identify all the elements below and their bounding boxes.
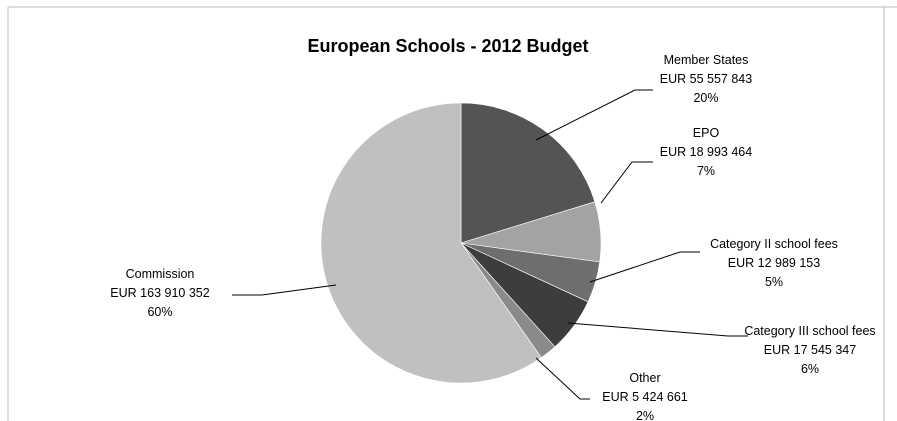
slice-label-percent: 7% (697, 164, 715, 178)
slice-label-amount: EUR 12 989 153 (728, 256, 820, 270)
slice-label-percent: 60% (147, 305, 172, 319)
leader-line (232, 284, 337, 296)
chart-title: European Schools - 2012 Budget (307, 36, 588, 56)
slice-label-amount: EUR 18 993 464 (660, 145, 752, 159)
slice-label-name: Member States (664, 53, 749, 67)
slice-label-name: EPO (693, 126, 720, 140)
pie-slice-member-states (460, 102, 596, 244)
pie-slice-commission (320, 102, 542, 384)
slice-label-percent: 6% (801, 362, 819, 376)
slice-label-amount: EUR 55 557 843 (660, 72, 752, 86)
slice-label-name: Category II school fees (710, 237, 838, 251)
leader-line (535, 89, 653, 141)
leader-line (535, 357, 590, 400)
slice-label-percent: 2% (636, 409, 654, 421)
slice-label-name: Category III school fees (744, 324, 875, 338)
slice-label-amount: EUR 163 910 352 (110, 286, 209, 300)
slice-label-percent: 20% (693, 91, 718, 105)
leader-line (567, 322, 748, 337)
slice-label-amount: EUR 17 545 347 (764, 343, 856, 357)
leader-lines (232, 89, 748, 400)
leader-line (589, 251, 700, 283)
slice-labels: Member States EUR 55 557 843 20% EPO EUR 18 … (110, 53, 875, 421)
slice-label-name: Commission (126, 267, 195, 281)
pie-slices (320, 102, 602, 384)
leader-line (600, 161, 653, 204)
slice-label-percent: 5% (765, 275, 783, 289)
slice-label-amount: EUR 5 424 661 (602, 390, 688, 404)
slice-label-name: Other (629, 371, 660, 385)
